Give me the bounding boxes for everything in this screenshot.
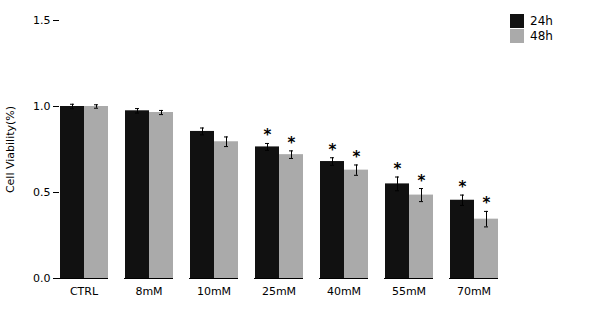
svg-text:*: * <box>394 160 402 178</box>
svg-text:8mM: 8mM <box>135 285 162 298</box>
svg-text:55mM: 55mM <box>392 285 426 298</box>
svg-text:25mM: 25mM <box>262 285 296 298</box>
svg-text:40mM: 40mM <box>327 285 361 298</box>
svg-text:1.0: 1.0 <box>33 100 51 113</box>
svg-text:Cell Viability(%): Cell Viability(%) <box>4 106 17 193</box>
html-text:48h: 48h <box>530 29 553 43</box>
svg-text:70mM: 70mM <box>457 285 491 298</box>
svg-text:*: * <box>353 148 361 166</box>
svg-text:*: * <box>418 172 426 190</box>
svg-text:*: * <box>264 126 272 144</box>
svg-text:*: * <box>459 178 467 196</box>
html-text:24h: 24h <box>530 14 553 28</box>
svg-text:*: * <box>483 194 491 212</box>
svg-text:10mM: 10mM <box>197 285 231 298</box>
svg-text:*: * <box>288 134 296 152</box>
svg-text:0.0: 0.0 <box>33 272 51 285</box>
svg-text:1.5: 1.5 <box>33 14 51 27</box>
svg-text:0.5: 0.5 <box>33 186 51 199</box>
svg-text:*: * <box>329 141 337 159</box>
svg-text:CTRL: CTRL <box>70 285 99 298</box>
